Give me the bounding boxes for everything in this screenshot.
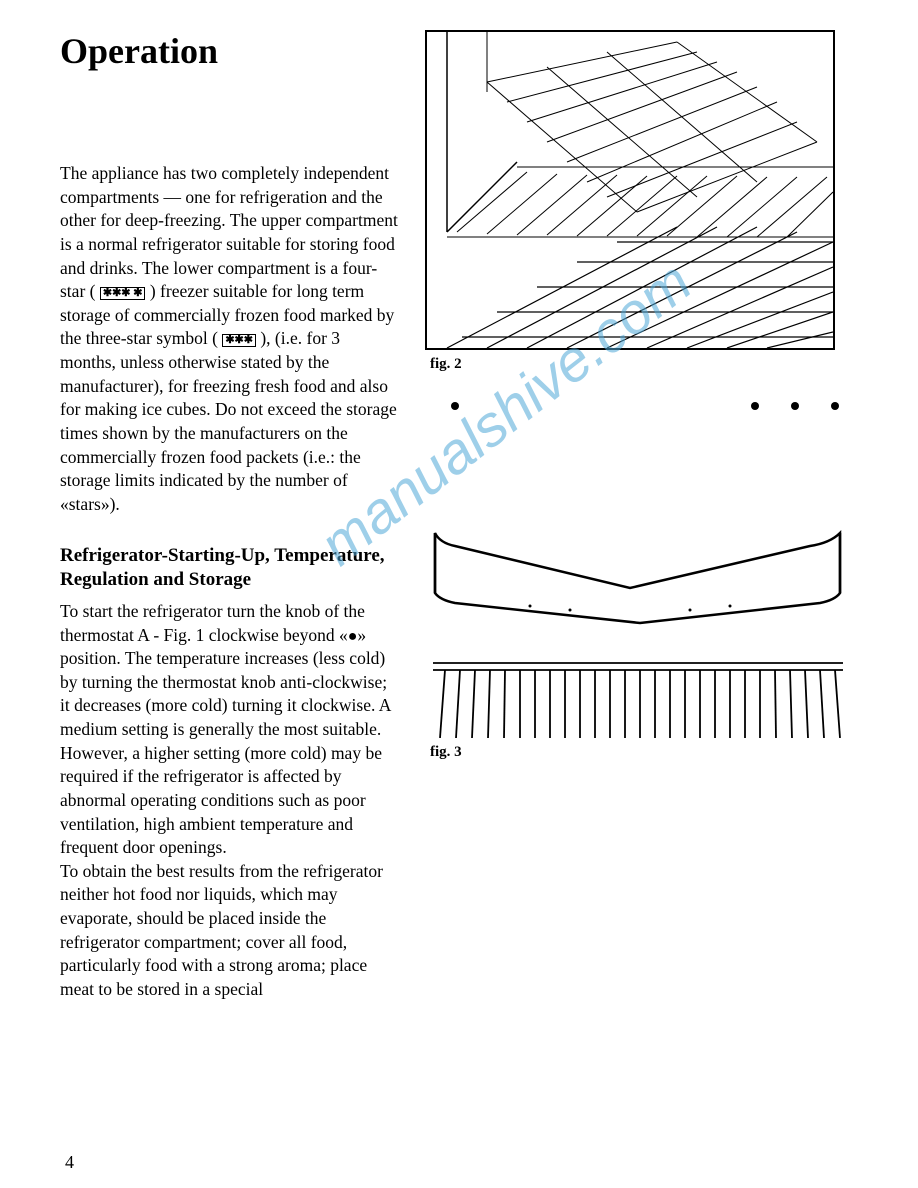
- intro-paragraph: The appliance has two completely indepen…: [60, 162, 400, 516]
- page-container: Operation The appliance has two complete…: [60, 30, 858, 1030]
- figure-2-caption: fig. 2: [430, 356, 858, 373]
- figure-2-illustration: [425, 30, 835, 350]
- left-column: Operation The appliance has two complete…: [60, 30, 400, 1030]
- four-star-icon: ✱✱✱ ✱: [100, 287, 146, 300]
- figure-3-caption: fig. 3: [430, 744, 858, 761]
- body-paragraph-2: To start the refrigerator turn the knob …: [60, 600, 400, 860]
- section-heading: Refrigerator-Starting-Up, Temperature, R…: [60, 544, 400, 592]
- bullet-icon: ●: [348, 628, 358, 645]
- fig2-svg: [427, 32, 833, 348]
- body2-part-b: » position. The temperature increases (l…: [60, 625, 390, 858]
- body2-part-a: To start the refrigerator turn the knob …: [60, 601, 365, 645]
- body-paragraph-3: To obtain the best results from the refr…: [60, 860, 400, 1002]
- fig3-svg: [430, 388, 845, 738]
- page-number: 4: [65, 1152, 74, 1173]
- page-title: Operation: [60, 30, 400, 72]
- figure-3-illustration: [430, 388, 845, 738]
- three-star-icon: ✱✱✱: [222, 334, 256, 347]
- intro-text-part3: ), (i.e. for 3 months, unless otherwise …: [60, 328, 397, 513]
- right-column: fig. 2: [430, 30, 858, 1030]
